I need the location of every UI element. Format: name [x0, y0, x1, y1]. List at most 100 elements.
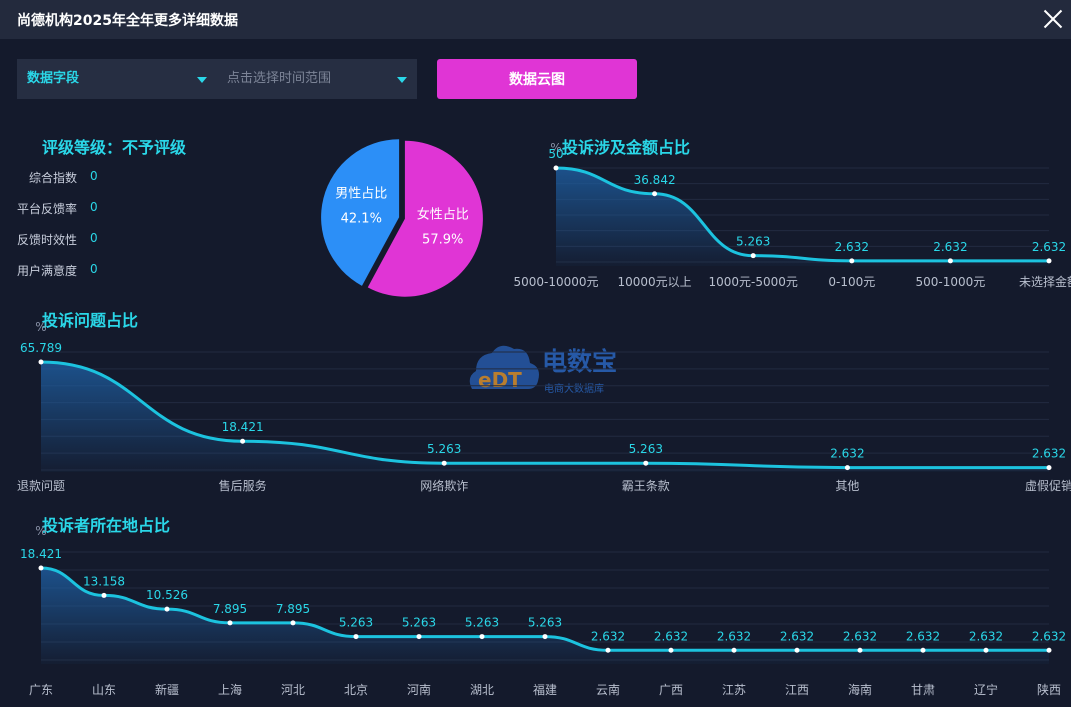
x-tick-label: 其他 — [835, 479, 859, 493]
x-tick-label: 海南 — [848, 682, 872, 697]
x-tick-label: 退款问题 — [17, 479, 65, 493]
data-label: 2.632 — [1032, 240, 1066, 254]
x-tick-label: 江西 — [785, 683, 809, 697]
x-tick-label: 广西 — [659, 683, 683, 697]
region-chart-title: 投诉者所在地占比 — [42, 516, 171, 535]
data-label: 5.263 — [528, 616, 562, 630]
data-point — [416, 634, 422, 640]
field-select[interactable]: 数据字段 — [27, 71, 80, 86]
x-tick-label: 北京 — [344, 683, 368, 697]
watermark-badge: eDT — [478, 368, 522, 392]
x-tick-label: 陕西 — [1037, 682, 1061, 697]
data-point — [164, 606, 170, 612]
metric-value: 0 — [90, 262, 98, 276]
filter-bar: 数据字段 点击选择时间范围 — [17, 59, 417, 99]
data-point — [441, 460, 447, 466]
chevron-down-icon[interactable] — [397, 77, 407, 83]
x-tick-label: 辽宁 — [974, 682, 998, 697]
pie-value-label: 42.1% — [341, 212, 382, 227]
x-tick-label: 甘肃 — [911, 683, 935, 697]
metric-label: 综合指数 — [28, 171, 77, 185]
pie-slice — [367, 140, 483, 297]
x-tick-label: 1000元-5000元 — [708, 275, 797, 289]
data-point — [849, 258, 855, 264]
pie-category-label: 男性占比 — [335, 187, 387, 202]
chevron-down-icon[interactable] — [197, 77, 207, 83]
data-point — [553, 165, 559, 171]
data-point — [643, 460, 649, 466]
series-area — [41, 568, 1049, 664]
data-point — [38, 359, 44, 365]
data-label: 5.263 — [402, 616, 436, 630]
data-point — [668, 647, 674, 653]
data-point — [290, 620, 296, 626]
window-title: 尚德机构2025年全年更多详细数据 — [17, 13, 238, 29]
data-label: 13.158 — [83, 574, 125, 588]
data-label: 65.789 — [20, 341, 62, 355]
data-label: 2.632 — [933, 240, 967, 254]
pie-category-label: 女性占比 — [417, 206, 469, 222]
x-tick-label: 售后服务 — [219, 478, 267, 493]
data-point — [542, 634, 548, 640]
data-point — [857, 647, 863, 653]
x-tick-label: 河南 — [407, 682, 431, 697]
y-unit-label: % — [550, 141, 561, 155]
data-point — [794, 647, 800, 653]
data-label: 2.632 — [1032, 447, 1066, 461]
metric-label: 平台反馈率 — [16, 202, 77, 216]
data-cloud-button[interactable]: 数据云图 — [437, 59, 637, 99]
title-bar: 尚德机构2025年全年更多详细数据 — [0, 0, 1071, 39]
data-label: 2.632 — [830, 447, 864, 461]
data-point — [240, 438, 246, 444]
metric-value: 0 — [90, 200, 98, 214]
x-tick-label: 湖北 — [470, 682, 494, 697]
data-point — [1046, 465, 1052, 471]
data-label: 2.632 — [835, 240, 869, 254]
metric-value: 0 — [90, 231, 98, 245]
data-label: 7.895 — [213, 602, 247, 616]
x-tick-label: 0-100元 — [828, 275, 875, 289]
data-label: 2.632 — [1032, 629, 1066, 643]
series-line — [40, 360, 1049, 470]
x-tick-label: 未选择金额 — [1019, 274, 1071, 289]
data-point — [605, 647, 611, 653]
data-point — [38, 565, 44, 571]
x-tick-label: 江苏 — [722, 683, 746, 697]
x-tick-label: 广东 — [29, 683, 53, 697]
data-label: 2.632 — [654, 629, 688, 643]
pie-slice — [321, 139, 400, 286]
x-tick-label: 上海 — [218, 682, 242, 697]
y-unit-label: % — [35, 320, 46, 334]
series-area — [41, 362, 1049, 472]
issue-chart-title: 投诉问题占比 — [42, 311, 139, 330]
rating-title: 评级等级：不予评级 — [42, 138, 187, 157]
data-point — [101, 592, 107, 598]
data-label: 2.632 — [591, 629, 625, 643]
time-range-input[interactable]: 点击选择时间范围 — [227, 71, 332, 86]
data-label: 18.421 — [222, 420, 264, 434]
data-point — [983, 647, 989, 653]
data-point — [479, 634, 485, 640]
y-unit-label: % — [35, 524, 46, 538]
series-area — [556, 168, 1049, 266]
metric-value: 0 — [90, 169, 98, 183]
x-tick-label: 新疆 — [155, 682, 179, 697]
data-point — [353, 634, 359, 640]
data-label: 5.263 — [629, 442, 663, 456]
series-line — [40, 566, 1049, 652]
data-label: 2.632 — [717, 629, 751, 643]
x-tick-label: 500-1000元 — [916, 275, 986, 289]
data-point — [652, 191, 658, 197]
data-label: 2.632 — [906, 629, 940, 643]
data-point — [1046, 258, 1052, 264]
data-label: 5.263 — [339, 616, 373, 630]
data-label: 2.632 — [969, 629, 1003, 643]
x-tick-label: 10000元以上 — [618, 275, 692, 289]
data-label: 5.263 — [427, 442, 461, 456]
data-point — [844, 465, 850, 471]
amount-chart-title: 投诉涉及金额占比 — [562, 138, 691, 157]
data-point — [731, 647, 737, 653]
data-label: 36.842 — [634, 173, 676, 187]
x-tick-label: 河北 — [281, 683, 305, 697]
